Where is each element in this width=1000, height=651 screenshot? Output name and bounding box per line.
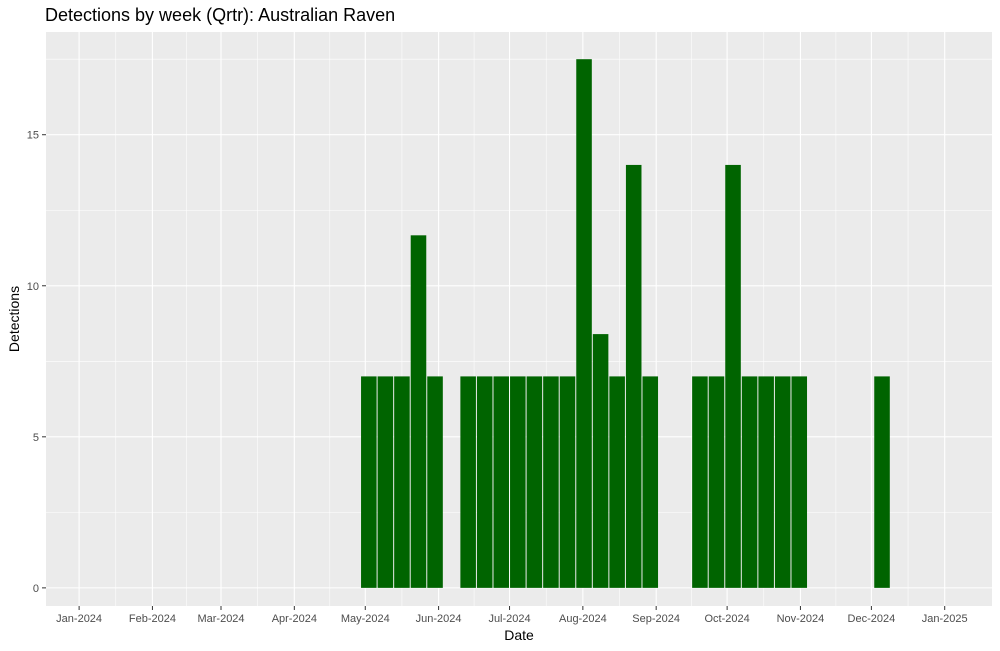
bars: [361, 59, 890, 588]
x-tick-label: Dec-2024: [848, 613, 896, 625]
detections-bar: [692, 376, 708, 588]
x-tick-label: May-2024: [341, 613, 390, 625]
x-tick-label: Nov-2024: [777, 613, 825, 625]
x-tick-label: Mar-2024: [197, 613, 244, 625]
detections-bar: [576, 59, 592, 588]
detections-bar: [377, 376, 394, 588]
y-tick-label: 10: [27, 281, 39, 293]
detections-bar: [758, 376, 774, 588]
detections-bar: [774, 376, 791, 588]
detections-bar: [394, 376, 410, 588]
detections-bar: [410, 235, 427, 588]
x-tick-label: Jul-2024: [488, 613, 530, 625]
detections-bar: [791, 376, 808, 588]
y-axis-title: Detections: [6, 286, 22, 352]
axis-ticks: Jan-2024 Feb-2024 Mar-2024 Apr-2024 May-2024…: [27, 130, 968, 625]
detections-bar: [741, 376, 758, 588]
detections-bar: [559, 376, 576, 588]
detections-bar: [642, 376, 659, 588]
x-tick-label: Oct-2024: [704, 613, 749, 625]
y-tick-label: 5: [33, 432, 39, 444]
y-tick-label: 15: [27, 130, 39, 142]
x-tick-label: Sep-2024: [632, 613, 680, 625]
detections-bar: [526, 376, 543, 588]
detections-bar: [510, 376, 526, 588]
x-tick-label: Feb-2024: [129, 613, 176, 625]
x-tick-label: Jun-2024: [416, 613, 462, 625]
detections-bar: [592, 334, 609, 588]
x-tick-label: Jan-2024: [56, 613, 102, 625]
x-axis-title: Date: [504, 627, 534, 643]
x-tick-label: Jan-2025: [922, 613, 968, 625]
detections-bar: [460, 376, 476, 588]
detections-bar: [708, 376, 725, 588]
detections-bar: [427, 376, 443, 588]
detections-bar: [493, 376, 510, 588]
chart-title: Detections by week (Qrtr): Australian Ra…: [45, 5, 395, 25]
detections-bar: [874, 376, 890, 588]
x-tick-label: Aug-2024: [559, 613, 607, 625]
detections-bar: [625, 164, 642, 588]
detections-bar: [476, 376, 493, 588]
detections-bar: [725, 164, 741, 588]
y-tick-label: 0: [33, 583, 39, 595]
x-tick-label: Apr-2024: [272, 613, 317, 625]
detections-bar: [361, 376, 377, 588]
detections-bar: [543, 376, 559, 588]
detections-bar: [609, 376, 625, 588]
